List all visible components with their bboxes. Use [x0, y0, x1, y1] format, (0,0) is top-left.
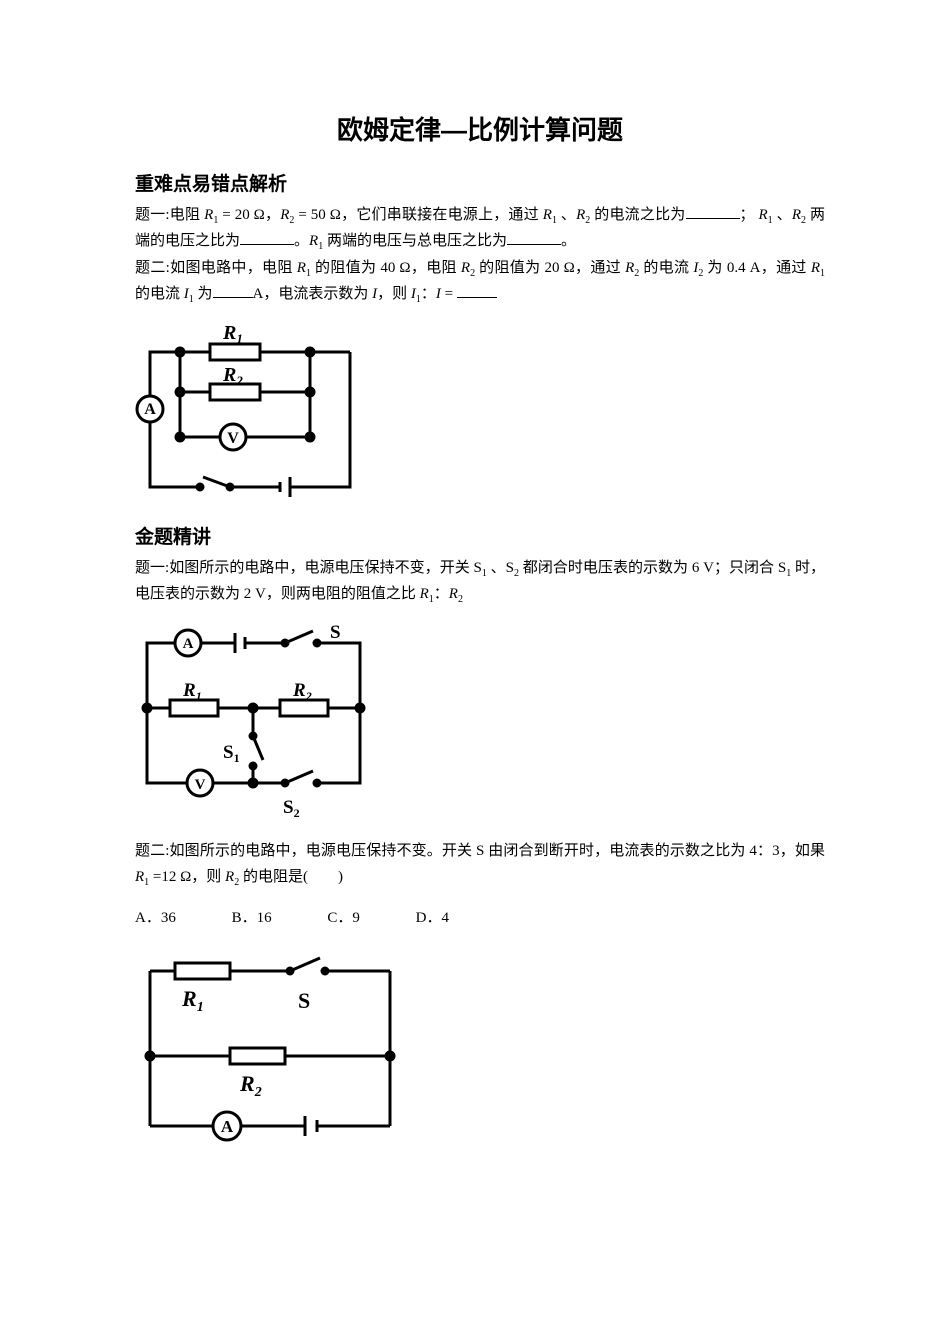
blank	[457, 282, 497, 298]
text: 的阻值为 20 Ω，通过	[475, 260, 625, 276]
label-s1: S1	[223, 742, 240, 765]
circuit-diagram-2: R1 R2 S S1 S2 A V	[135, 618, 825, 828]
text: A，电流表示数为	[253, 286, 373, 302]
blank	[240, 229, 294, 245]
label-r1: R1	[182, 680, 202, 703]
text: 。	[294, 233, 309, 249]
label-r1: R1	[181, 986, 204, 1015]
var-r: R	[204, 207, 213, 223]
var-r: R	[792, 207, 801, 223]
text: 题一:如图所示的电路中，电源电压保持不变，开关 S	[135, 560, 482, 576]
var-r: R	[449, 586, 458, 602]
text: 都闭合时电压表的示数为 6 V；只闭合 S	[519, 560, 786, 576]
var-r: R	[309, 233, 318, 249]
text: 的电流之比为	[590, 207, 685, 223]
text: 的电阻是( )	[239, 869, 343, 885]
var-r: R	[135, 869, 144, 885]
var-r: R	[625, 260, 634, 276]
label-r2: R2	[222, 364, 243, 388]
text: = 50 Ω，它们串联接在电源上，通过	[294, 207, 542, 223]
question-1-1: 题一:电阻 R1 = 20 Ω，R2 = 50 Ω，它们串联接在电源上，通过 R…	[135, 202, 825, 255]
label-voltmeter: V	[227, 430, 239, 447]
circuit-svg: R1 R2 S S1 S2 A V	[135, 618, 375, 823]
page-title: 欧姆定律—比例计算问题	[135, 110, 825, 147]
label-voltmeter: V	[195, 777, 206, 793]
text: ；	[740, 207, 755, 223]
option-b: B．16	[232, 905, 272, 931]
var-r: R	[297, 260, 306, 276]
question-2-2-options: A．36 B．16 C．9 D．4	[135, 905, 825, 931]
text: 题一:电阻	[135, 207, 204, 223]
text: 的电流	[639, 260, 693, 276]
text: 。	[561, 233, 576, 249]
circuit-diagram-3: R1 R2 S A	[135, 946, 825, 1149]
label-s: S	[298, 988, 310, 1013]
question-2-2: 题二:如图所示的电路中，电源电压保持不变。开关 S 由闭合到断开时，电流表的示数…	[135, 838, 825, 891]
section-heading-2: 金题精讲	[135, 522, 825, 549]
blank	[507, 229, 561, 245]
var-r: R	[225, 869, 234, 885]
label-s2: S2	[283, 797, 300, 820]
var-r: R	[543, 207, 552, 223]
text: 、	[557, 207, 576, 223]
label-ammeter: A	[144, 401, 156, 418]
text: =	[441, 286, 457, 302]
text: 、	[773, 207, 792, 223]
text: 两端的电压与总电压之比为	[323, 233, 507, 249]
label-s: S	[330, 622, 341, 643]
text: 的阻值为 40 Ω，电阻	[311, 260, 461, 276]
text: ：	[434, 586, 449, 602]
label-ammeter: A	[183, 636, 194, 652]
var-r: R	[759, 207, 768, 223]
text: 的电流	[135, 286, 184, 302]
text: 题二:如图电路中，电阻	[135, 260, 297, 276]
option-c: C．9	[327, 905, 360, 931]
text: =12 Ω，则	[149, 869, 225, 885]
option-a: A．36	[135, 905, 176, 931]
label-r2: R2	[239, 1071, 262, 1100]
var-r: R	[420, 586, 429, 602]
text: 、S	[487, 560, 514, 576]
circuit-svg: R1 R2 S A	[135, 946, 405, 1144]
page: 欧姆定律—比例计算问题 重难点易错点解析 题一:电阻 R1 = 20 Ω，R2 …	[0, 0, 945, 1219]
circuit-diagram-1: R1 R2 A V	[135, 317, 825, 512]
text: = 20 Ω，	[218, 207, 280, 223]
label-ammeter: A	[221, 1117, 234, 1136]
section-heading-1: 重难点易错点解析	[135, 169, 825, 196]
text: ，则	[377, 286, 411, 302]
question-2-1: 题一:如图所示的电路中，电源电压保持不变，开关 S1 、S2 都闭合时电压表的示…	[135, 555, 825, 608]
sub: 1	[820, 268, 825, 279]
var-r: R	[461, 260, 470, 276]
blank	[686, 203, 740, 219]
question-1-2: 题二:如图电路中，电阻 R1 的阻值为 40 Ω，电阻 R2 的阻值为 20 Ω…	[135, 255, 825, 308]
label-r2: R2	[292, 680, 312, 703]
option-d: D．4	[416, 905, 449, 931]
var-r: R	[576, 207, 585, 223]
text: 为 0.4 A，通过	[703, 260, 810, 276]
text: 题二:如图所示的电路中，电源电压保持不变。开关 S 由闭合到断开时，电流表的示数…	[135, 843, 825, 859]
circuit-svg: R1 R2 A V	[135, 317, 365, 507]
text: 为	[194, 286, 213, 302]
text: ：	[421, 286, 436, 302]
blank	[213, 282, 253, 298]
label-r1: R1	[222, 322, 243, 346]
var-r: R	[811, 260, 820, 276]
sub: 2	[458, 594, 463, 605]
